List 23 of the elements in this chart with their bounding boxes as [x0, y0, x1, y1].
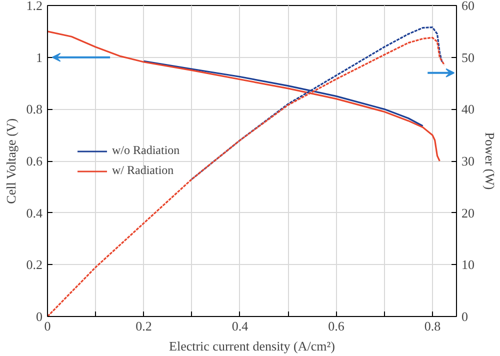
y-axis-title: Cell Voltage (V) [3, 118, 18, 204]
y-tick-label: 0 [36, 309, 42, 324]
y-tick-label: 0.4 [26, 205, 43, 220]
y-tick-label: 0.8 [26, 102, 42, 117]
legend-label: w/o Radiation [112, 143, 180, 158]
y2-tick-label: 10 [462, 257, 474, 272]
y2-axis-title: Power (W) [482, 132, 498, 190]
y-tick-label: 1.2 [26, 0, 42, 13]
y2-tick-label: 40 [462, 102, 474, 117]
x-axis-title: Electric current density (A/cm²) [169, 338, 335, 354]
x-tick-label: 0.6 [328, 318, 345, 334]
y2-tick-label: 60 [462, 0, 474, 13]
x-tick-label: 0.4 [232, 318, 249, 334]
y2-tick-label: 0 [462, 309, 468, 324]
y2-tick-label: 20 [462, 205, 474, 220]
y-tick-label: 0.2 [26, 257, 42, 272]
y2-tick-label: 50 [462, 50, 474, 65]
y2-tick-label: 30 [462, 154, 474, 168]
x-tick-label: 0.8 [424, 318, 441, 334]
y-tick-label: 0.6 [26, 154, 43, 168]
y-tick-label: 1 [36, 50, 42, 65]
legend-label: w/ Radiation [112, 163, 174, 178]
x-tick-label: 0.2 [136, 318, 152, 334]
